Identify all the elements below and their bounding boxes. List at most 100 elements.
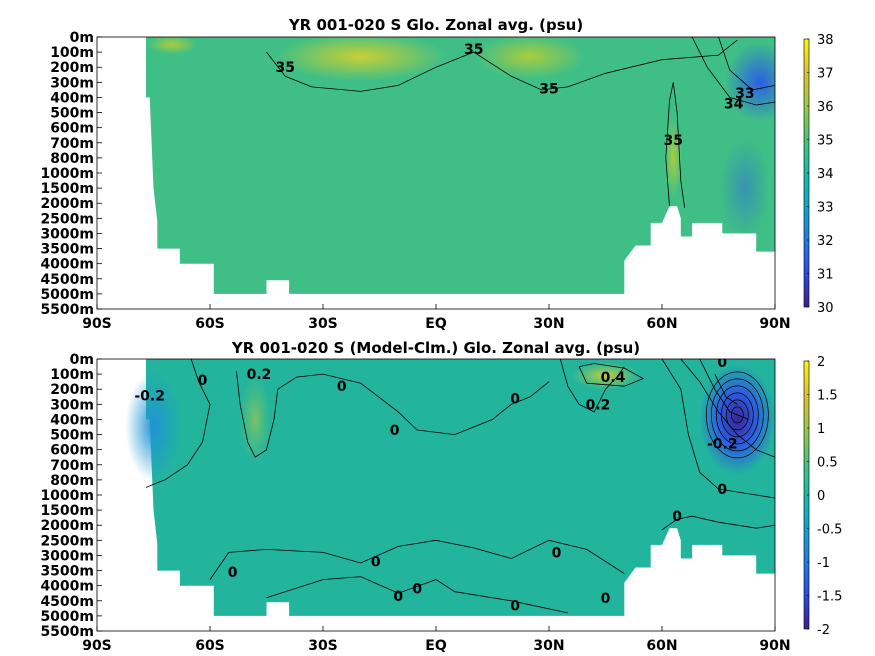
y-tick-label: 1500m <box>40 181 94 197</box>
colorbar-tick-label: 32 <box>817 234 834 249</box>
contour-label: 0 <box>371 555 381 571</box>
y-tick-label: 100m <box>50 45 94 61</box>
contour-line <box>730 406 744 424</box>
y-tick-label: 700m <box>50 136 94 152</box>
colorbar-tick-label: 31 <box>817 268 834 283</box>
y-tick-label: 4000m <box>40 257 94 273</box>
positive-anomaly-blob <box>239 374 272 465</box>
contour-label: 35 <box>664 133 683 149</box>
y-tick-label: 2000m <box>40 518 94 534</box>
colorbar-tick-label: -0.5 <box>817 523 842 538</box>
y-tick-label: 500m <box>50 428 94 444</box>
y-tick-label: 300m <box>50 75 94 91</box>
contour-label: 0.2 <box>247 367 272 383</box>
contour-label: 0.2 <box>586 397 611 413</box>
colorbar-tick-label: -1 <box>817 556 830 571</box>
colorbar-tick-label: 33 <box>817 201 834 216</box>
contour-label: 35 <box>539 81 558 97</box>
y-tick-label: 300m <box>50 397 94 413</box>
x-tick-label: 30N <box>533 316 564 332</box>
contour-line <box>714 373 738 405</box>
contour-label: 0 <box>717 482 727 498</box>
y-tick-label: 1000m <box>40 488 94 504</box>
high-salinity-blob <box>147 37 198 55</box>
y-tick-label: 0m <box>70 352 94 368</box>
x-tick-label: 90S <box>82 638 112 654</box>
contour-line <box>720 392 754 438</box>
contour-line <box>718 37 775 91</box>
y-tick-label: 800m <box>50 151 94 167</box>
y-tick-label: 2500m <box>40 211 94 227</box>
y-tick-label: 3000m <box>40 548 94 564</box>
y-tick-label: 1000m <box>40 166 94 182</box>
colorbar-tick-label: -1.5 <box>817 590 842 605</box>
y-tick-label: 3000m <box>40 226 94 242</box>
colorbar-tick-label: 30 <box>817 301 834 316</box>
x-tick-label: 60N <box>646 316 677 332</box>
y-tick-label: 4500m <box>40 272 94 288</box>
colorbar-tick-label: 37 <box>817 67 834 82</box>
negative-anomaly-blob <box>699 364 775 475</box>
contour-label: 35 <box>464 42 483 58</box>
contour-label: 0 <box>510 598 520 614</box>
y-tick-label: 5500m <box>40 302 94 318</box>
contour-label: 34 <box>724 97 744 113</box>
colorbar-tick-label: 0 <box>817 489 825 504</box>
x-tick-label: 30S <box>308 638 338 654</box>
contour-label: 0 <box>390 423 400 439</box>
high-salinity-blob <box>275 37 446 81</box>
contour-line <box>665 82 685 208</box>
contour-label: 0 <box>601 591 611 607</box>
y-tick-label: 700m <box>50 458 94 474</box>
contour-line <box>699 359 749 420</box>
y-tick-label: 0m <box>70 30 94 46</box>
y-tick-label: 5000m <box>40 287 94 303</box>
colorbar-tick-label: 36 <box>817 100 834 115</box>
y-tick-label: 4500m <box>40 594 94 610</box>
contour-label: 0 <box>198 373 208 389</box>
colorbar-tick-label: 34 <box>817 167 834 182</box>
y-tick-label: 200m <box>50 60 94 76</box>
y-tick-label: 800m <box>50 473 94 489</box>
y-tick-label: 3500m <box>40 242 94 258</box>
contour-label: 0.4 <box>601 370 626 386</box>
x-tick-label: 60S <box>195 316 225 332</box>
low-salinity-blob <box>724 42 775 123</box>
contour-line <box>661 359 775 499</box>
y-tick-label: 600m <box>50 443 94 459</box>
contour-line <box>145 359 211 488</box>
panel-2: YR 001-020 S (Model-Clm.) Glo. Zonal avg… <box>40 339 842 654</box>
x-tick-label: 30N <box>533 638 564 654</box>
contour-label: 0 <box>393 589 403 605</box>
contour-line <box>266 39 738 92</box>
panel-title: YR 001-020 S (Model-Clm.) Glo. Zonal avg… <box>231 339 640 357</box>
contour-line <box>578 363 645 387</box>
y-tick-label: 3500m <box>40 564 94 580</box>
contour-label: 0 <box>672 509 682 525</box>
colorbar-tick-label: 35 <box>817 134 834 149</box>
contour-line <box>236 371 550 458</box>
contour-line <box>559 359 625 413</box>
colorbar-tick-label: 0.5 <box>817 456 838 471</box>
colorbar-tick-label: 1 <box>817 422 825 437</box>
y-tick-label: 200m <box>50 382 94 398</box>
low-salinity-blob <box>719 138 770 239</box>
contour-line <box>266 576 568 614</box>
contour-label: 0 <box>510 391 520 407</box>
panel-title: YR 001-020 S Glo. Zonal avg. (psu) <box>288 16 583 34</box>
contour-label: -0.2 <box>707 437 738 453</box>
contour-line <box>710 378 764 452</box>
y-tick-label: 400m <box>50 90 94 106</box>
contour-line <box>691 37 775 106</box>
y-tick-label: 5000m <box>40 609 94 625</box>
contour-label: 33 <box>735 86 754 102</box>
y-tick-label: 1500m <box>40 503 94 519</box>
contour-line <box>209 539 625 580</box>
contour-line <box>661 515 775 531</box>
contour-label: 0 <box>552 545 562 561</box>
contour-label: 35 <box>276 60 295 76</box>
contour-line <box>715 385 759 445</box>
high-salinity-blob <box>475 37 586 79</box>
